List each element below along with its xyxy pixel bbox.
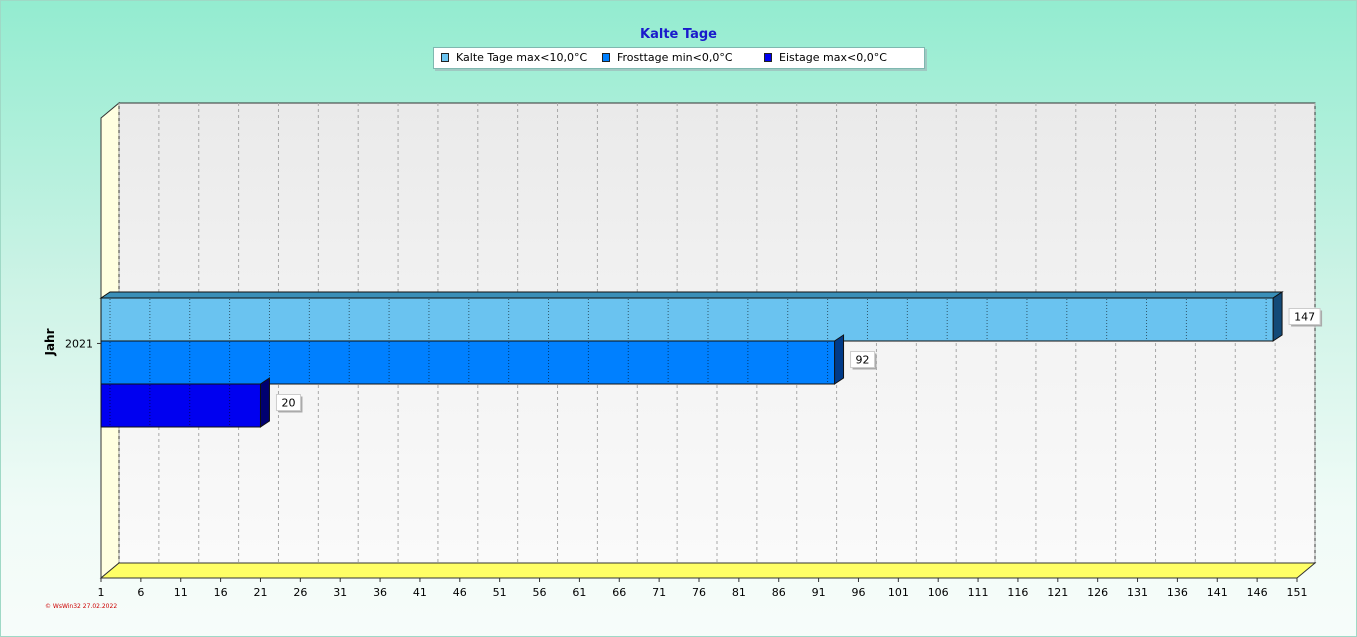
x-tick-label: 1 xyxy=(98,586,105,599)
data-label-box xyxy=(1288,308,1321,325)
bar-3: 20 xyxy=(100,377,303,428)
y-axis-ticks: 2021 xyxy=(65,337,101,350)
x-tick-label: 151 xyxy=(1287,586,1308,599)
footer-credit: © WsWin32 27.02.2022 xyxy=(45,603,118,610)
x-tick-label: 71 xyxy=(652,586,666,599)
x-tick-label: 51 xyxy=(493,586,507,599)
x-tick-label: 61 xyxy=(572,586,586,599)
x-axis-ticks: 1 6 11 16 21 26 31 36 41 46 51 56 61 66 71 76 81 86 91 96 10… xyxy=(98,578,1308,599)
bar-side-face xyxy=(259,377,270,428)
chart-title: Kalte Tage xyxy=(640,27,717,42)
bar-side-face xyxy=(1272,291,1283,342)
x-tick-label: 11 xyxy=(174,586,188,599)
x-tick-label: 131 xyxy=(1127,586,1148,599)
data-label: 92 xyxy=(856,354,870,367)
legend-item-kalte-tage: Kalte Tage max<10,0°C xyxy=(441,51,587,64)
bar-2: 92 xyxy=(100,334,877,385)
legend-label-eistage: Eistage max<0,0°C xyxy=(779,51,887,64)
bar-1: 147 xyxy=(99,291,1323,342)
x-tick-label: 16 xyxy=(214,586,228,599)
data-label-box xyxy=(275,394,301,411)
x-tick-label: 111 xyxy=(968,586,989,599)
x-tick-label: 101 xyxy=(888,586,909,599)
x-tick-label: 21 xyxy=(253,586,267,599)
legend-label-kalte-tage: Kalte Tage max<10,0°C xyxy=(456,51,588,64)
legend-swatch-kalte-tage xyxy=(441,53,449,62)
y-tick-label: 2021 xyxy=(65,337,93,350)
x-tick-label: 76 xyxy=(692,586,706,599)
bar-top-face xyxy=(99,291,1284,299)
x-tick-label: 56 xyxy=(533,586,547,599)
x-tick-label: 86 xyxy=(772,586,786,599)
x-tick-label: 146 xyxy=(1247,586,1268,599)
bar-side-face xyxy=(834,334,845,385)
x-tick-label: 116 xyxy=(1007,586,1028,599)
legend-swatch-frosttage xyxy=(602,53,610,62)
x-tick-label: 126 xyxy=(1087,586,1108,599)
data-label: 20 xyxy=(281,397,295,410)
x-tick-label: 41 xyxy=(413,586,427,599)
x-tick-label: 66 xyxy=(612,586,626,599)
bar-front-face xyxy=(100,297,1274,342)
floor xyxy=(99,562,1317,579)
legend-item-eistage: Eistage max<0,0°C xyxy=(764,51,887,64)
x-tick-label: 96 xyxy=(851,586,865,599)
bar-front-face xyxy=(100,383,261,428)
x-tick-label: 121 xyxy=(1047,586,1068,599)
x-tick-label: 141 xyxy=(1207,586,1228,599)
x-tick-label: 46 xyxy=(453,586,467,599)
x-tick-label: 36 xyxy=(373,586,387,599)
legend-swatch-eistage xyxy=(764,53,772,62)
x-tick-label: 106 xyxy=(928,586,949,599)
x-tick-label: 31 xyxy=(333,586,347,599)
data-label-box xyxy=(850,351,876,368)
bars: 147 92 20 xyxy=(99,291,1323,428)
bar-front-face xyxy=(100,340,836,385)
x-tick-label: 136 xyxy=(1167,586,1188,599)
x-tick-label: 6 xyxy=(137,586,144,599)
data-label: 147 xyxy=(1294,311,1315,324)
x-tick-label: 91 xyxy=(812,586,826,599)
chart-legend: Kalte Tage max<10,0°C Frosttage min<0,0°… xyxy=(433,47,925,69)
x-tick-label: 81 xyxy=(732,586,746,599)
legend-label-frosttage: Frosttage min<0,0°C xyxy=(617,51,733,64)
legend-item-frosttage: Frosttage min<0,0°C xyxy=(602,51,733,64)
x-tick-label: 26 xyxy=(293,586,307,599)
